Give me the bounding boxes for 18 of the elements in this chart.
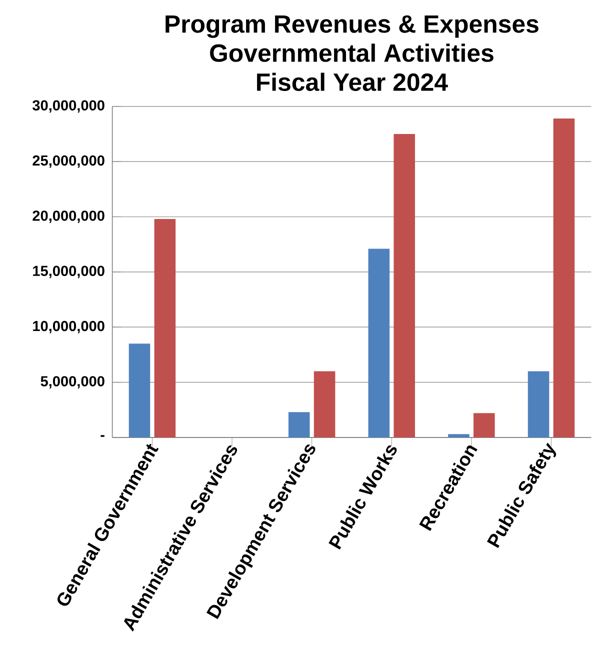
bar [528,371,550,438]
y-tick-label: 10,000,000 [33,320,104,334]
bar [553,118,575,438]
y-tick-label: 25,000,000 [32,155,104,168]
y-tick-label: 30,000,000 [32,100,104,113]
bar [154,218,176,438]
chart-title: Program Revenues & Expenses Governmental Activities Fiscal Year 2024 [166,15,538,92]
bar [368,248,390,438]
bar [394,134,416,438]
y-tick-label: - [100,435,104,437]
y-tick-label: 15,000,000 [33,266,104,278]
bar [288,412,310,438]
y-tick-label: 5,000,000 [40,376,104,388]
bar [128,344,150,438]
bar [314,371,336,438]
bar [448,434,470,438]
bar [474,413,495,438]
y-tick-label: 20,000,000 [32,210,104,223]
